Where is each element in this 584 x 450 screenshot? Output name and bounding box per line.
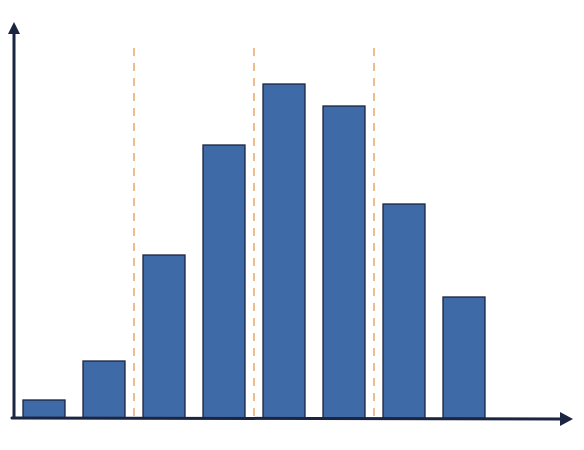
bar	[382, 203, 426, 419]
x-axis-arrow	[560, 412, 573, 426]
bar	[322, 105, 366, 419]
bar	[202, 144, 246, 419]
x-axis	[10, 416, 568, 421]
bar	[442, 296, 486, 419]
y-axis-arrow	[8, 22, 20, 34]
bars	[22, 83, 486, 419]
bar	[22, 399, 66, 419]
separators	[133, 48, 375, 416]
bar	[142, 254, 186, 419]
bar	[82, 360, 126, 419]
bar	[262, 83, 306, 419]
